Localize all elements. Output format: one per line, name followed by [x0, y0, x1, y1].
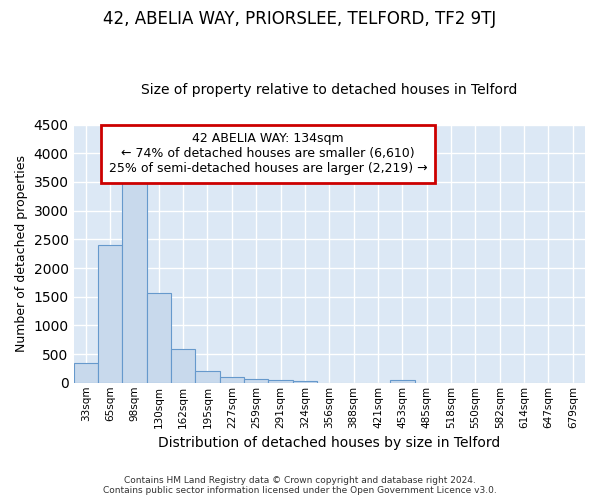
Title: Size of property relative to detached houses in Telford: Size of property relative to detached ho… — [141, 83, 517, 97]
X-axis label: Distribution of detached houses by size in Telford: Distribution of detached houses by size … — [158, 436, 500, 450]
Bar — [122, 175, 146, 383]
Text: 42 ABELIA WAY: 134sqm
← 74% of detached houses are smaller (6,610)
25% of semi-d: 42 ABELIA WAY: 134sqm ← 74% of detached … — [109, 132, 427, 176]
Y-axis label: Number of detached properties: Number of detached properties — [15, 155, 28, 352]
Bar — [220, 376, 244, 383]
Bar — [171, 349, 196, 383]
Bar — [390, 380, 415, 383]
Bar — [268, 380, 293, 383]
Bar — [146, 292, 171, 383]
Bar — [74, 362, 98, 383]
Text: Contains HM Land Registry data © Crown copyright and database right 2024.
Contai: Contains HM Land Registry data © Crown c… — [103, 476, 497, 495]
Bar — [244, 379, 268, 383]
Bar — [98, 245, 122, 383]
Text: 42, ABELIA WAY, PRIORSLEE, TELFORD, TF2 9TJ: 42, ABELIA WAY, PRIORSLEE, TELFORD, TF2 … — [103, 10, 497, 28]
Bar — [196, 370, 220, 383]
Bar — [293, 381, 317, 383]
